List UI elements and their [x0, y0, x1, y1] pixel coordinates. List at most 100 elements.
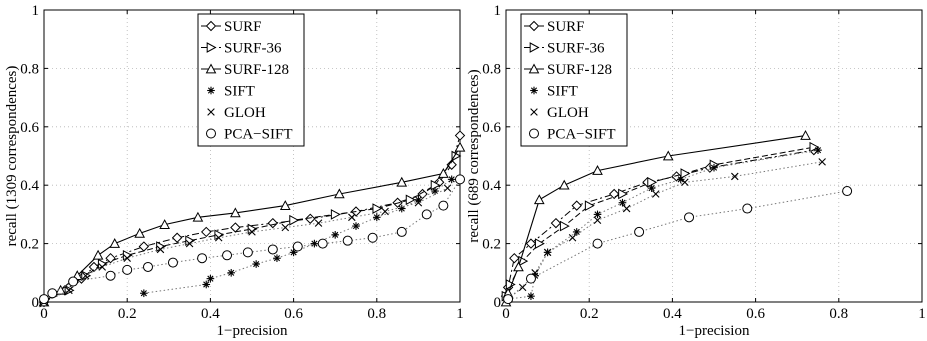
- series-diamond: [500, 144, 820, 302]
- series-asterisk: [140, 175, 456, 298]
- data-point: [455, 174, 465, 185]
- series-line: [505, 135, 806, 303]
- data-point: [592, 165, 603, 175]
- legend-entry: SIFT: [207, 84, 255, 100]
- legend-entry: SURF-128: [524, 62, 612, 78]
- data-point: [98, 263, 107, 271]
- x-stroke: [414, 198, 423, 207]
- data-point: [197, 253, 208, 264]
- x-axis-label: 1−precision: [679, 323, 750, 339]
- series-x: [40, 184, 452, 306]
- data-point: [310, 239, 319, 248]
- data-point: [167, 257, 178, 268]
- data-point: [372, 213, 381, 222]
- data-point: [662, 150, 674, 161]
- data-point: [684, 212, 695, 223]
- data-point: [334, 188, 345, 199]
- x-tick-label: 0: [40, 306, 48, 322]
- legend-marker: [206, 42, 217, 53]
- asterisk-stroke: [207, 87, 215, 94]
- series-asterisk: [504, 146, 822, 303]
- data-point: [352, 222, 360, 230]
- data-point: [503, 294, 514, 305]
- asterisk-stroke: [527, 293, 535, 300]
- legend-marker: [530, 86, 538, 95]
- series-triangle-up: [500, 130, 811, 307]
- y-tick-label: 0: [494, 295, 502, 311]
- legend-marker: [207, 86, 215, 95]
- x-tick-label: 0.2: [580, 306, 599, 322]
- x-stroke: [248, 228, 256, 236]
- legend-entry: SURF-36: [524, 41, 605, 57]
- data-point: [525, 273, 536, 284]
- data-point: [622, 204, 631, 213]
- data-point: [731, 172, 739, 181]
- legend-label: GLOH: [547, 105, 589, 121]
- y-tick-label: 0.4: [482, 178, 501, 194]
- data-point: [559, 220, 570, 232]
- data-point: [818, 158, 826, 166]
- data-point: [525, 238, 537, 249]
- data-point: [809, 141, 820, 153]
- data-point: [143, 261, 153, 272]
- series-x: [504, 158, 826, 303]
- legend-box: [197, 13, 305, 147]
- data-point: [230, 222, 241, 233]
- asterisk-stroke: [253, 260, 260, 268]
- data-point: [88, 261, 100, 273]
- x-stroke: [123, 254, 131, 262]
- data-point: [214, 233, 223, 242]
- x-stroke: [530, 108, 538, 116]
- data-point: [68, 276, 79, 287]
- data-point: [281, 223, 290, 232]
- data-point: [242, 247, 253, 258]
- legend-label: SURF-36: [547, 41, 605, 57]
- data-point: [348, 213, 356, 222]
- data-point: [367, 232, 378, 243]
- data-point: [289, 214, 300, 226]
- asterisk-stroke: [814, 147, 822, 154]
- x-stroke: [281, 223, 290, 232]
- asterisk-stroke: [530, 87, 538, 94]
- data-point: [372, 203, 383, 214]
- asterisk-stroke: [273, 255, 281, 262]
- right-panel: 0 0.2 0.4 0.6 0.8 1 0 0.2 0.4 0.6 0.8 1 1−precision r…: [466, 3, 926, 339]
- data-point: [842, 186, 853, 197]
- x-axis-label: 1−precision: [217, 323, 288, 339]
- data-point: [550, 217, 562, 229]
- x-tick-label: 0.6: [284, 306, 303, 322]
- data-point: [396, 176, 408, 187]
- data-point: [330, 209, 341, 220]
- data-point: [292, 241, 303, 252]
- data-point: [230, 207, 241, 218]
- x-stroke: [651, 190, 660, 198]
- x-tick-label: 0: [502, 306, 510, 322]
- x-tick-label: 1: [918, 306, 926, 322]
- data-point: [710, 163, 718, 172]
- x-tick-label: 0.4: [201, 306, 220, 322]
- y-tick-label: 0.2: [20, 237, 39, 253]
- data-point: [558, 179, 570, 190]
- plot-frame: [505, 9, 923, 303]
- series-line: [505, 146, 814, 297]
- data-point: [227, 268, 236, 277]
- legend-label: GLOH: [224, 105, 266, 121]
- x-tick-label: 1: [456, 306, 464, 322]
- data-point: [518, 283, 527, 292]
- data-point: [206, 274, 215, 283]
- legend-entry: SURF: [201, 19, 262, 35]
- series-triangle-right: [39, 150, 462, 308]
- data-point: [533, 194, 545, 205]
- data-point: [122, 264, 133, 275]
- data-point: [572, 228, 581, 236]
- data-point: [454, 141, 466, 152]
- data-point: [92, 249, 104, 260]
- data-point: [273, 254, 281, 263]
- asterisk-stroke: [203, 281, 210, 288]
- data-point: [421, 209, 432, 220]
- y-tick-label: 0.8: [20, 61, 39, 77]
- legend-marker: [205, 63, 217, 74]
- data-point: [202, 280, 211, 289]
- data-point: [123, 254, 131, 262]
- legend-label: PCA−SIFT: [547, 127, 615, 143]
